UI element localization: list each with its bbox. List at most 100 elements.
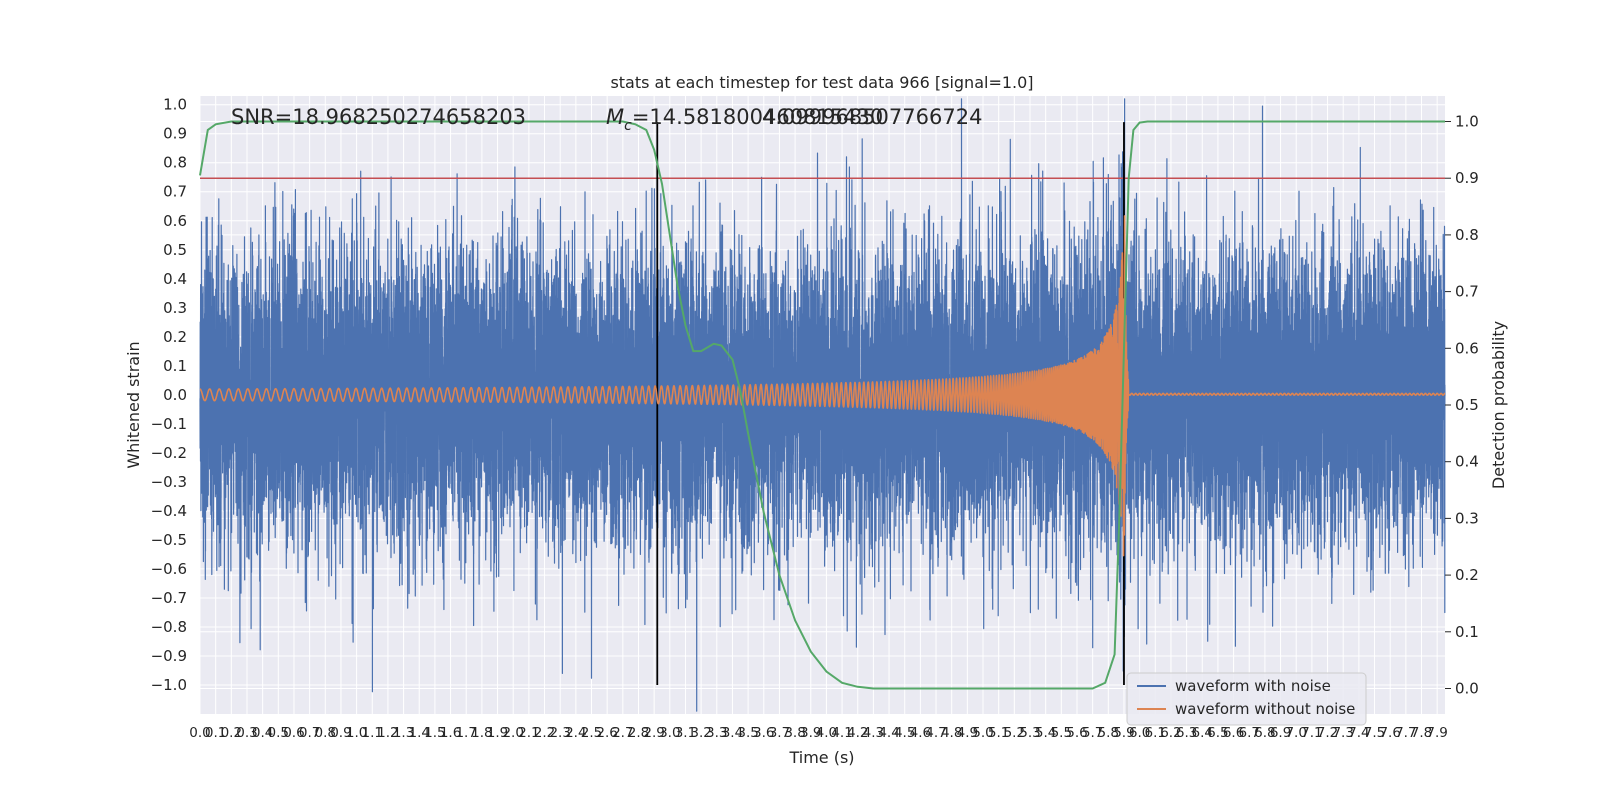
x-tick-label: 0.6	[283, 725, 304, 741]
chirp-mass-subscript: c	[624, 118, 632, 134]
y-tick-label: 0.7	[163, 183, 187, 201]
x-tick-label: 3.7	[769, 725, 790, 741]
x-tick-label: 2.4	[565, 725, 586, 741]
x-tick-label: 6.8	[1254, 725, 1275, 741]
y-tick-label: −0.1	[151, 415, 187, 433]
x-tick-label: 0.4	[252, 725, 273, 741]
y2-tick-label: 0.9	[1455, 169, 1479, 187]
x-tick-label: 1.7	[455, 725, 476, 741]
y-tick-label: −0.4	[151, 502, 187, 520]
x-tick-label: 6.3	[1176, 725, 1197, 741]
chirp-mass-value: =14.581800460815430	[632, 105, 883, 129]
x-tick-label: 7.7	[1395, 725, 1416, 741]
y-tick-label: 0.2	[163, 328, 187, 346]
x-tick-label: 0.0	[189, 725, 210, 741]
x-tick-label: 7.8	[1411, 725, 1432, 741]
x-tick-label: 3.1	[675, 725, 696, 741]
x-tick-label: 2.6	[596, 725, 617, 741]
x-tick-label: 0.1	[205, 725, 226, 741]
x-tick-label: 1.2	[377, 725, 398, 741]
x-tick-label: 5.5	[1051, 725, 1072, 741]
y-tick-label: 0.3	[163, 299, 187, 317]
x-tick-label: 4.6	[910, 725, 931, 741]
y2-tick-label: 0.6	[1455, 339, 1479, 357]
y-tick-label: −0.9	[151, 647, 187, 665]
x-tick-label: 0.9	[330, 725, 351, 741]
y-tick-label: 0.8	[163, 154, 187, 172]
x-tick-label: 7.5	[1364, 725, 1385, 741]
x-tick-label: 7.4	[1348, 725, 1369, 741]
x-tick-label: 2.7	[612, 725, 633, 741]
x-tick-label: 1.9	[487, 725, 508, 741]
x-tick-label: 6.6	[1223, 725, 1244, 741]
x-tick-label: 3.2	[690, 725, 711, 741]
x-tick-label: 1.0	[346, 725, 367, 741]
y2-tick-label: 0.0	[1455, 679, 1479, 697]
series-waveform-with-noise	[199, 98, 1446, 712]
legend-label-clean: waveform without noise	[1175, 700, 1355, 718]
chirp-mass-symbol: M	[606, 105, 624, 129]
x-tick-label: 4.9	[957, 725, 978, 741]
series-waveform-without-noise	[199, 215, 1446, 557]
x-tick-label: 5.2	[1004, 725, 1025, 741]
x-tick-label: 6.2	[1160, 725, 1181, 741]
chirp-mass-annotation: Mc=14.581800460815430	[606, 105, 883, 134]
x-tick-label: 4.4	[878, 725, 899, 741]
y-axis-label: Whitened strain	[124, 341, 143, 468]
x-tick-label: 2.2	[534, 725, 555, 741]
y-tick-label: −0.5	[151, 531, 187, 549]
clean-waveform-line	[199, 215, 1446, 557]
x-tick-label: 0.2	[221, 725, 242, 741]
y-tick-label: −0.8	[151, 618, 187, 636]
x-tick-label: 2.5	[581, 725, 602, 741]
y2-axis-label: Detection probability	[1489, 321, 1508, 489]
x-tick-label: 6.0	[1129, 725, 1150, 741]
y2-tick-label: 0.5	[1455, 396, 1479, 414]
y-tick-label: 0.1	[163, 357, 187, 375]
legend-label-noise: waveform with noise	[1175, 677, 1331, 695]
x-tick-label: 0.5	[268, 725, 289, 741]
x-tick-label: 5.8	[1098, 725, 1119, 741]
x-tick-label: 4.8	[941, 725, 962, 741]
x-tick-label: 3.8	[784, 725, 805, 741]
x-tick-label: 4.2	[847, 725, 868, 741]
x-tick-label: 6.1	[1145, 725, 1166, 741]
legend: waveform with noise waveform without noi…	[1126, 672, 1367, 726]
x-tick-label: 7.6	[1379, 725, 1400, 741]
y2-tick-label: 0.2	[1455, 566, 1479, 584]
x-tick-label: 6.9	[1270, 725, 1291, 741]
snr-annotation: SNR=18.968250274658203	[231, 105, 526, 129]
noise-line	[199, 98, 1446, 712]
x-axis-label: Time (s)	[788, 748, 854, 767]
x-tick-label: 6.4	[1192, 725, 1213, 741]
x-tick-label: 1.4	[409, 725, 430, 741]
x-tick-label: 2.1	[518, 725, 539, 741]
y2-tick-label: 0.4	[1455, 453, 1479, 471]
y2-tick-label: 0.1	[1455, 623, 1479, 641]
x-tick-label: 3.6	[753, 725, 774, 741]
y-tick-label: 0.5	[163, 241, 187, 259]
chart-title: stats at each timestep for test data 966…	[610, 73, 1033, 92]
x-tick-label: 1.5	[424, 725, 445, 741]
x-tick-label: 7.0	[1285, 725, 1306, 741]
x-tick-label: 4.5	[894, 725, 915, 741]
x-tick-label: 5.0	[972, 725, 993, 741]
y-tick-label: −0.6	[151, 560, 187, 578]
right-axis-ticks: 0.0 0.1 0.2 0.3 0.4 0.5 0.6 0.7 0.8 0.9 1.0	[1445, 113, 1479, 697]
x-tick-label: 0.7	[299, 725, 320, 741]
y-tick-label: 0.6	[163, 212, 187, 230]
x-axis-ticks: 0.00.10.20.30.40.50.60.70.80.91.01.11.21…	[189, 725, 1448, 741]
y-tick-label: 0.0	[163, 386, 187, 404]
x-tick-label: 3.0	[659, 725, 680, 741]
y-tick-label: 0.4	[163, 270, 187, 288]
x-tick-label: 5.1	[988, 725, 1009, 741]
y-tick-label: 0.9	[163, 125, 187, 143]
y2-tick-label: 0.8	[1455, 226, 1479, 244]
x-tick-label: 6.7	[1239, 725, 1260, 741]
x-tick-label: 5.4	[1035, 725, 1056, 741]
x-tick-label: 7.9	[1426, 725, 1447, 741]
y-tick-label: −0.3	[151, 473, 187, 491]
x-tick-label: 4.7	[925, 725, 946, 741]
x-tick-label: 2.8	[628, 725, 649, 741]
